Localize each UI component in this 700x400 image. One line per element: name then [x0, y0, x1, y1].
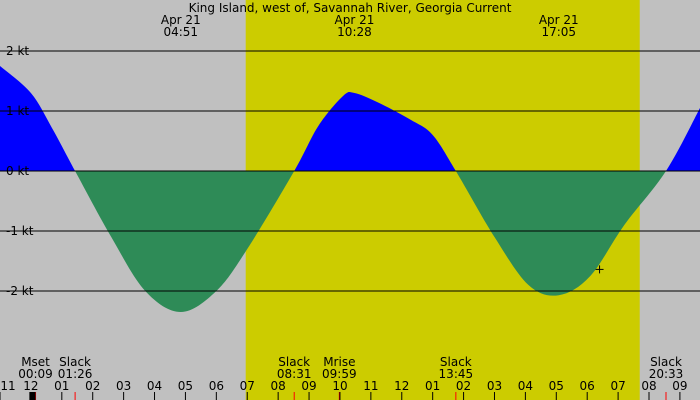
x-tick-label: 05: [178, 379, 193, 393]
bottom-annotation-label: Mrise: [323, 355, 355, 369]
x-tick-label: 02: [85, 379, 100, 393]
bottom-annotation-time: 09:59: [322, 367, 357, 381]
chart-title: King Island, west of, Savannah River, Ge…: [189, 1, 512, 15]
top-annotation-date: Apr 21: [335, 13, 375, 27]
x-tick-label: 06: [209, 379, 224, 393]
x-tick-label: 08: [271, 379, 286, 393]
x-tick-label: 07: [240, 379, 255, 393]
bottom-annotation-label: Slack: [440, 355, 472, 369]
y-tick-label: -1 kt: [6, 224, 34, 238]
x-tick-label: 03: [116, 379, 131, 393]
x-tick-label: 04: [518, 379, 533, 393]
x-tick-label: 08: [641, 379, 656, 393]
x-tick-label: 12: [394, 379, 409, 393]
y-tick-label: -2 kt: [6, 284, 34, 298]
top-annotation-date: Apr 21: [161, 13, 201, 27]
bottom-annotation-time: 20:33: [649, 367, 684, 381]
moon-set-marker: [29, 392, 36, 400]
top-annotation-time: 10:28: [337, 25, 372, 39]
top-annotation-time: 17:05: [541, 25, 576, 39]
x-tick-label: 07: [610, 379, 625, 393]
bottom-annotation-label: Slack: [650, 355, 682, 369]
bottom-annotation-label: Mset: [21, 355, 50, 369]
crosshair-marker: [595, 265, 604, 274]
y-axis-labels: 2 kt 1 kt 0 kt -1 kt -2 kt: [6, 44, 34, 298]
x-tick-label: 11: [363, 379, 378, 393]
bottom-annotation-time: 00:09: [18, 367, 53, 381]
x-tick-label: 01: [54, 379, 69, 393]
x-tick-label: 03: [487, 379, 502, 393]
x-tick-label: 09: [672, 379, 687, 393]
y-tick-label: 2 kt: [6, 44, 29, 58]
top-annotation-date: Apr 21: [539, 13, 579, 27]
x-tick-label: 11: [0, 379, 15, 393]
ebb-current-area: [0, 171, 700, 312]
y-tick-label: 1 kt: [6, 104, 29, 118]
x-tick-label: 09: [301, 379, 316, 393]
x-tick-label: 02: [456, 379, 471, 393]
bottom-annotation-time: 13:45: [439, 367, 474, 381]
x-tick-label: 12: [23, 379, 38, 393]
bottom-annotation-time: 08:31: [277, 367, 312, 381]
flood-current-area: [0, 66, 700, 171]
x-tick-label: 10: [332, 379, 347, 393]
bottom-annotations: Mset00:09Slack01:26Slack08:31Mrise09:59S…: [18, 355, 683, 400]
x-tick-label: 05: [549, 379, 564, 393]
x-axis: 11 12 01 02 03 04 05 06 07 08 09 10 11 12 01 02 03 04 05 06…: [0, 379, 688, 400]
y-tick-label: 0 kt: [6, 164, 29, 178]
bottom-annotation-time: 01:26: [58, 367, 93, 381]
x-tick-label: 01: [425, 379, 440, 393]
bottom-annotation-label: Slack: [59, 355, 91, 369]
y-gridlines: [0, 50, 700, 292]
x-tick-label: 06: [580, 379, 595, 393]
x-tick-label: 04: [147, 379, 162, 393]
top-annotation-time: 04:51: [163, 25, 198, 39]
bottom-annotation-label: Slack: [278, 355, 310, 369]
